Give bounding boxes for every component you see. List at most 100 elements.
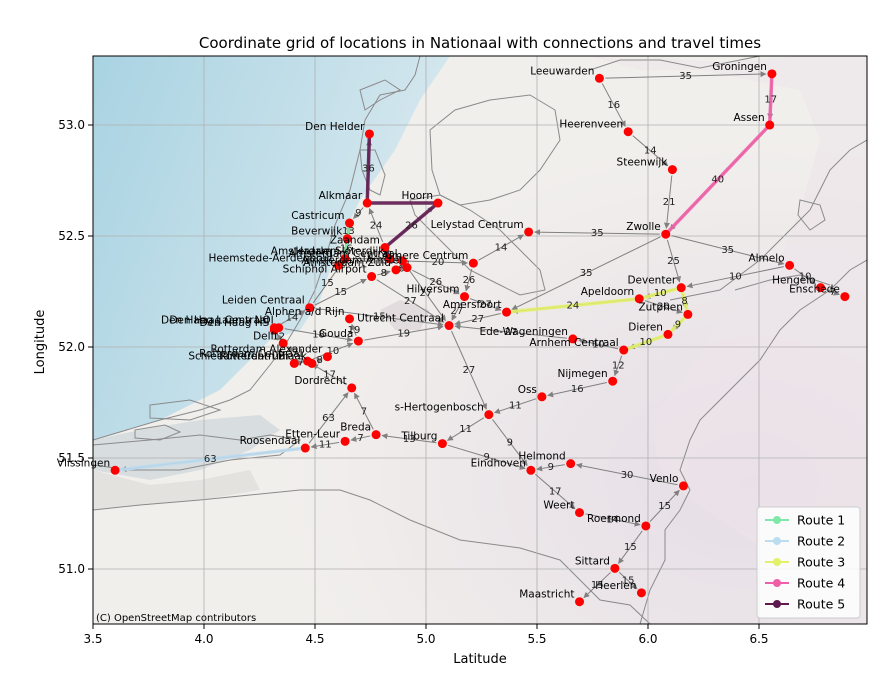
location-label: Heerlen bbox=[595, 580, 636, 592]
edge-time-label: 10 bbox=[799, 272, 812, 283]
location-label: Hengelo bbox=[772, 275, 815, 287]
edge-time-label: 13 bbox=[403, 434, 416, 445]
legend-marker bbox=[773, 579, 781, 587]
location-marker bbox=[468, 258, 478, 268]
edge bbox=[314, 278, 367, 306]
edge-time-label: 24 bbox=[370, 220, 383, 231]
location-marker bbox=[502, 307, 512, 317]
y-tick-label: 51.5 bbox=[58, 451, 85, 465]
location-label: Amsterdam Amstel bbox=[301, 255, 402, 267]
location-label: Vlissingen bbox=[57, 457, 110, 469]
edge-time-label: 25 bbox=[667, 256, 680, 267]
y-axis: 51.0 51.5 52.0 52.5 53.0 Longitude bbox=[33, 118, 93, 576]
location-marker bbox=[767, 69, 777, 79]
location-label: Leeuwarden bbox=[530, 65, 594, 77]
location-marker bbox=[537, 392, 547, 402]
location-label: Leiden Centraal bbox=[222, 295, 305, 307]
location-label: Rotterdam Centraal bbox=[199, 348, 302, 360]
location-label: Maastricht bbox=[519, 589, 574, 601]
location-label: Arnhem Centraal bbox=[529, 337, 618, 349]
route-path bbox=[114, 446, 306, 473]
location-label: Alphen a/d Rijn bbox=[265, 306, 345, 318]
edge bbox=[287, 346, 303, 359]
edge-time-label: 9 bbox=[675, 319, 681, 330]
location-label: Haarlem bbox=[295, 246, 340, 258]
edge bbox=[350, 323, 357, 336]
edge bbox=[412, 269, 460, 295]
map-background bbox=[93, 56, 867, 624]
edge-time-label: 9 bbox=[483, 452, 489, 463]
location-marker bbox=[575, 597, 585, 607]
edge bbox=[368, 208, 384, 243]
location-marker bbox=[384, 254, 394, 264]
edge-time-label: 26 bbox=[429, 277, 442, 288]
edge-time-label: 35 bbox=[679, 71, 692, 82]
edge bbox=[547, 382, 607, 398]
edge-time-label: 10 bbox=[592, 339, 605, 350]
edge bbox=[794, 268, 817, 285]
location-label: Roermond bbox=[587, 513, 641, 525]
location-marker bbox=[305, 303, 315, 313]
edge bbox=[376, 279, 445, 323]
location-label: Utrecht Centraal bbox=[357, 313, 444, 325]
location-label: Gouda bbox=[319, 328, 353, 340]
edge-time-label: 15 bbox=[334, 287, 347, 298]
chart-title: Coordinate grid of locations in Nationaa… bbox=[199, 34, 761, 52]
edge-time-label: 19 bbox=[397, 328, 410, 339]
x-tick-label: 3.5 bbox=[83, 632, 102, 646]
edge-time-label: 16 bbox=[607, 100, 620, 111]
location-label: Rotterdam Blaak bbox=[219, 350, 308, 362]
edge-time-label: 16 bbox=[571, 384, 584, 395]
location-label: s-Hertogenbosch bbox=[395, 402, 484, 414]
location-label: Amsterdam Sloterdijk bbox=[271, 246, 385, 258]
location-marker bbox=[333, 260, 343, 270]
location-label: Deventer bbox=[627, 275, 676, 287]
location-label: Den Haag HS bbox=[199, 317, 269, 329]
location-label: Venlo bbox=[650, 473, 679, 485]
edge bbox=[575, 462, 678, 486]
edge-time-label: 8 bbox=[384, 248, 390, 259]
edge-time-label: 9 bbox=[355, 208, 361, 219]
location-marker bbox=[398, 256, 408, 266]
location-marker bbox=[840, 292, 850, 302]
location-marker bbox=[340, 436, 350, 446]
edge-time-label: 14 bbox=[286, 313, 299, 324]
edge-time-label: 8 bbox=[681, 296, 687, 307]
location-label: Weert bbox=[543, 500, 574, 512]
location-label: Almelo bbox=[748, 252, 784, 264]
plot-frame bbox=[92, 55, 868, 625]
edge bbox=[826, 289, 840, 296]
edge bbox=[279, 310, 306, 326]
location-label: Rotterdam Alexander bbox=[211, 344, 324, 356]
legend-marker bbox=[773, 516, 781, 524]
location-label: Sittard bbox=[575, 555, 610, 567]
edge bbox=[535, 473, 576, 510]
edge-time-label: 7 bbox=[830, 287, 836, 298]
edge bbox=[469, 298, 502, 312]
location-marker bbox=[678, 481, 688, 491]
legend-label: Route 1 bbox=[797, 513, 845, 528]
location-label: Den Helder bbox=[305, 121, 365, 133]
edge-time-label: 20 bbox=[657, 302, 670, 313]
edge bbox=[618, 572, 638, 590]
location-marker bbox=[667, 165, 677, 175]
location-label: Helmond bbox=[518, 451, 565, 463]
edge-time-label: 18 bbox=[312, 329, 325, 340]
location-label: Etten-Leur bbox=[285, 428, 341, 440]
legend-marker bbox=[773, 537, 781, 545]
edge-time-label: 30 bbox=[621, 470, 634, 481]
edge bbox=[312, 263, 342, 304]
edge-time-label: 16 bbox=[340, 244, 353, 255]
location-label: Dieren bbox=[628, 321, 663, 333]
location-marker bbox=[367, 272, 377, 282]
location-label: Hilversum bbox=[406, 284, 459, 296]
legend-items: Route 1 Route 2 Route 3 Route 4 Route 5 bbox=[765, 513, 845, 612]
edge-time-label: 35 bbox=[591, 228, 604, 239]
edge-time-label: 21 bbox=[663, 197, 676, 208]
edge bbox=[454, 323, 567, 339]
location-label: Zaandam bbox=[330, 235, 380, 247]
location-label: Dordrecht bbox=[294, 375, 346, 387]
edge bbox=[666, 239, 681, 283]
legend-label: Route 3 bbox=[797, 555, 845, 570]
edge-time-label: 10 bbox=[654, 288, 667, 299]
